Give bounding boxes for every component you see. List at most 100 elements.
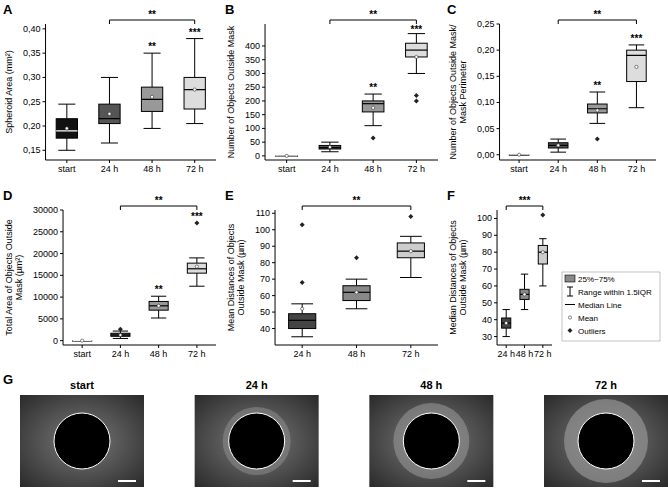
bracket-label: ** xyxy=(155,195,163,206)
y-tick-label: 200 xyxy=(245,96,260,106)
whisker-high xyxy=(410,236,411,243)
whisker-cap xyxy=(58,150,75,151)
significance: ** xyxy=(148,41,156,52)
mean xyxy=(195,265,198,268)
x-tick xyxy=(158,345,159,348)
x-tick-label: 72 h xyxy=(402,349,420,359)
x-tick-label: 24 h xyxy=(321,164,339,174)
significance: ** xyxy=(369,82,377,93)
median-line xyxy=(141,99,162,100)
x-tick-label: 24 h xyxy=(549,164,567,174)
y-tick-label: 40 xyxy=(482,315,492,325)
y-tick-label: 100 xyxy=(245,123,260,133)
image-background xyxy=(195,395,319,487)
y-axis-title-line: Total Area of Objects Outside xyxy=(4,219,14,336)
legend-symbol xyxy=(568,316,571,319)
x-axis xyxy=(63,345,216,346)
x-tick xyxy=(519,160,520,163)
whisker-cap xyxy=(590,92,606,93)
x-axis xyxy=(265,160,438,161)
x-tick-label: 72 h xyxy=(408,164,426,174)
x-tick-label: 72 h xyxy=(188,349,206,359)
whisker-cap xyxy=(346,279,368,280)
x-tick-label: 72 h xyxy=(534,349,552,359)
x-tick xyxy=(302,345,303,348)
significance: *** xyxy=(631,33,643,44)
image-background xyxy=(544,395,668,487)
x-tick xyxy=(636,160,637,163)
x-tick xyxy=(152,160,153,163)
y-tick-label: 0,00 xyxy=(477,150,495,160)
whisker-low xyxy=(302,329,303,337)
whisker-cap xyxy=(521,274,528,275)
y-tick-label: 0,35 xyxy=(23,48,41,58)
y-tick-label: 100 xyxy=(255,225,270,235)
mean xyxy=(285,154,288,157)
legend-label: Outliers xyxy=(578,327,606,336)
whisker-low xyxy=(636,82,637,108)
mean xyxy=(372,106,375,109)
whisker-high xyxy=(356,279,357,286)
box xyxy=(187,263,206,273)
panel-letter: A xyxy=(3,2,13,17)
y-axis-title: Total Area of Objects OutsideMask (µm²) xyxy=(4,219,24,336)
mean xyxy=(517,153,520,156)
legend: 25%~75%Range within 1.5IQRMedian LineMea… xyxy=(562,272,660,341)
y-axis xyxy=(497,210,498,345)
mean xyxy=(635,65,638,68)
box xyxy=(111,333,130,336)
marks xyxy=(73,221,207,343)
micrograph: 24 h xyxy=(195,379,319,487)
whisker-high xyxy=(373,94,374,101)
y-tick-label: 0 xyxy=(255,151,260,161)
whisker-cap xyxy=(400,236,422,237)
x-tick-label: 24 h xyxy=(112,349,130,359)
x-tick xyxy=(373,160,374,163)
x-tick xyxy=(597,160,598,163)
box xyxy=(627,50,647,81)
whisker-low xyxy=(194,109,195,124)
whisker-cap xyxy=(550,139,566,140)
significance: ** xyxy=(593,80,601,91)
mean xyxy=(81,339,84,342)
marks xyxy=(276,34,427,158)
whisker-high xyxy=(416,34,417,44)
mean xyxy=(596,109,599,112)
whisker-high xyxy=(194,39,195,78)
whisker-low xyxy=(542,264,543,286)
marks xyxy=(289,214,425,337)
whisker-cap xyxy=(550,152,566,153)
outlier xyxy=(540,213,545,218)
median-line xyxy=(627,55,647,56)
box xyxy=(397,243,424,258)
panel-letter: F xyxy=(447,188,455,203)
box xyxy=(548,143,568,148)
whisker-low xyxy=(558,148,559,152)
whisker-cap xyxy=(629,107,645,108)
whisker-low xyxy=(356,301,357,309)
x-axis xyxy=(46,160,216,161)
mean xyxy=(65,127,68,130)
mean xyxy=(505,321,508,324)
x-tick-label: 24 h xyxy=(101,164,119,174)
marks xyxy=(502,213,548,337)
y-tick-label: 0 xyxy=(53,336,58,346)
legend-label: Range within 1.5IQR xyxy=(578,288,652,297)
y-tick-label: 110 xyxy=(256,208,270,218)
bracket-label: ** xyxy=(369,9,377,20)
outlier xyxy=(371,136,376,141)
significance: *** xyxy=(411,24,423,35)
legend-symbol xyxy=(567,287,573,296)
bracket xyxy=(302,206,411,210)
mean xyxy=(150,95,153,98)
y-axis-title-line: Outside Mask (µm) xyxy=(236,239,246,315)
legend-label: Median Line xyxy=(578,301,622,310)
y-tick-label: 300 xyxy=(245,68,260,78)
bracket-label: ** xyxy=(353,195,361,206)
whisker-cap xyxy=(503,336,510,337)
whisker-cap xyxy=(58,104,75,105)
halo xyxy=(393,403,469,479)
significance: *** xyxy=(191,211,203,222)
y-axis-title-line: Outside Mask (µm) xyxy=(458,239,468,315)
y-axis-title: Median Distances of ObjectsOutside Mask … xyxy=(448,220,468,335)
